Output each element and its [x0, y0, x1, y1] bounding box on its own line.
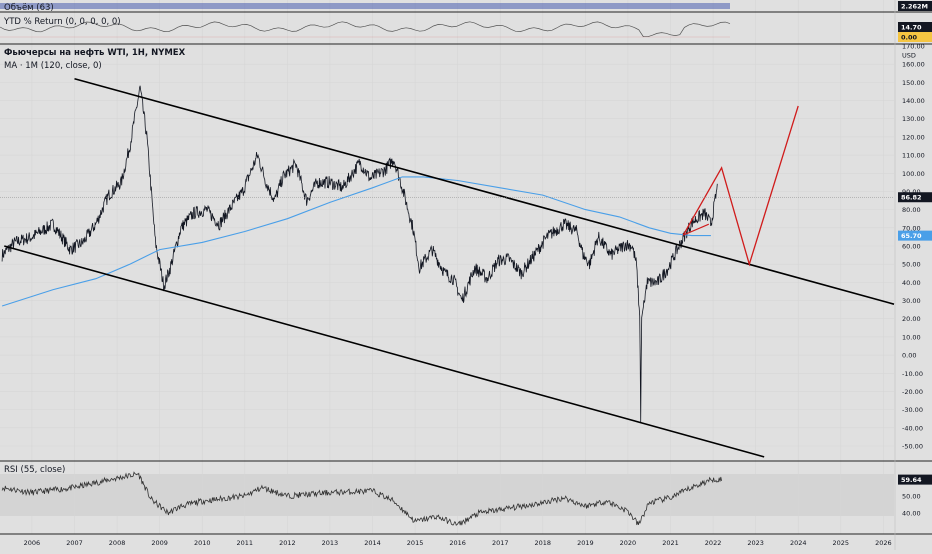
- y-tick-label: 170.00: [902, 43, 925, 51]
- y-tick-label: 110.00: [902, 152, 925, 160]
- y-tick-label: -10.00: [902, 370, 923, 378]
- x-tick-label: 2021: [662, 539, 679, 547]
- y-tick-label: 100.00: [902, 170, 925, 178]
- y-tick-label: -40.00: [902, 424, 923, 432]
- x-tick-label: 2016: [449, 539, 466, 547]
- x-tick-label: 2020: [620, 539, 637, 547]
- price-line: [1, 85, 718, 423]
- x-tick-label: 2008: [109, 539, 126, 547]
- ytd-zero-tag-bg: [898, 32, 932, 42]
- ma-legend-text: MA · 1M (120, close, 0): [4, 61, 102, 71]
- x-tick-label: 2017: [492, 539, 509, 547]
- x-tick-label: 2026: [875, 539, 892, 547]
- x-tick-label: 2011: [237, 539, 254, 547]
- channel-trendline-lower: [4, 245, 765, 458]
- x-tick-label: 2007: [66, 539, 83, 547]
- x-tick-label: 2024: [790, 539, 807, 547]
- volume-bars: [0, 3, 730, 9]
- y-tick-label: -30.00: [902, 406, 923, 414]
- price-last-tag: 86.82: [901, 194, 922, 202]
- x-tick-label: 2023: [747, 539, 764, 547]
- chart-title: Фьючерсы на нефть WTI, 1H, NYMEX: [4, 48, 186, 58]
- y-unit-label: USD: [902, 52, 916, 60]
- y-tick-label: 140.00: [902, 97, 925, 105]
- ytd-legend-text: YTD % Return (0, 0, 0, 0, 0): [4, 17, 121, 27]
- ma-legend[interactable]: MA · 1M (120, close, 0): [4, 61, 102, 71]
- y-tick-label: 40.00: [902, 279, 921, 287]
- y-tick-label: 80.00: [902, 206, 921, 214]
- ytd-zero-tag: 0.00: [901, 34, 918, 42]
- x-tick-label: 2022: [705, 539, 722, 547]
- y-tick-label: -50.00: [902, 443, 923, 451]
- x-tick-label: 2012: [279, 539, 296, 547]
- y-tick-label: 50.00: [902, 261, 921, 269]
- ytd-last-tag: 14.70: [901, 24, 922, 32]
- rsi-legend[interactable]: RSI (55, close): [4, 465, 65, 475]
- x-tick-label: 2018: [535, 539, 552, 547]
- rsi-tick-label: 40.00: [902, 510, 921, 518]
- projection-path: [682, 105, 799, 267]
- volume-last-tag: 2.262M: [901, 3, 928, 11]
- x-tick-label: 2019: [577, 539, 594, 547]
- x-tick-label: 2025: [833, 539, 850, 547]
- ytd-legend[interactable]: YTD % Return (0, 0, 0, 0, 0): [4, 17, 121, 27]
- y-tick-label: 60.00: [902, 243, 921, 251]
- rsi-band: [0, 474, 894, 516]
- x-tick-label: 2015: [407, 539, 424, 547]
- y-tick-label: 20.00: [902, 315, 921, 323]
- rsi-tick-label: 50.00: [902, 493, 921, 501]
- x-tick-label: 2014: [364, 539, 381, 547]
- volume-legend-text: Объём (63): [4, 3, 54, 13]
- y-tick-label: 130.00: [902, 115, 925, 123]
- y-tick-label: 90.00: [902, 188, 921, 196]
- ytd-last-tag-bg: [898, 22, 932, 32]
- rsi-legend-text: RSI (55, close): [4, 465, 66, 475]
- moving-average-line: [1, 176, 711, 307]
- volume-legend[interactable]: Объём (63): [4, 3, 54, 13]
- rsi-last-tag-bg: [898, 474, 932, 485]
- ma-last-tag-bg: [898, 230, 932, 241]
- y-tick-label: -20.00: [902, 388, 923, 396]
- rsi-line: [1, 471, 722, 526]
- main-legend[interactable]: Фьючерсы на нефть WTI, 1H, NYMEX: [4, 48, 185, 58]
- y-tick-label: 0.00: [902, 352, 916, 360]
- price-last-tag-bg: [898, 192, 932, 203]
- y-tick-label: 10.00: [902, 333, 921, 341]
- y-tick-label: 160.00: [902, 61, 925, 69]
- x-tick-label: 2006: [24, 539, 41, 547]
- y-tick-label: 70.00: [902, 224, 921, 232]
- rsi-last-tag: 59.64: [901, 476, 922, 484]
- ytd-line: [0, 21, 731, 38]
- y-tick-label: 150.00: [902, 79, 925, 87]
- projection-wedge: [683, 223, 710, 236]
- channel-trendline-upper: [74, 77, 895, 305]
- x-tick-label: 2009: [151, 539, 168, 547]
- volume-last-tag-bg: [898, 1, 932, 11]
- y-tick-label: 30.00: [902, 297, 921, 305]
- x-tick-label: 2010: [194, 539, 211, 547]
- y-tick-label: 120.00: [902, 133, 925, 141]
- ma-last-tag: 65.70: [901, 232, 922, 240]
- x-tick-label: 2013: [322, 539, 339, 547]
